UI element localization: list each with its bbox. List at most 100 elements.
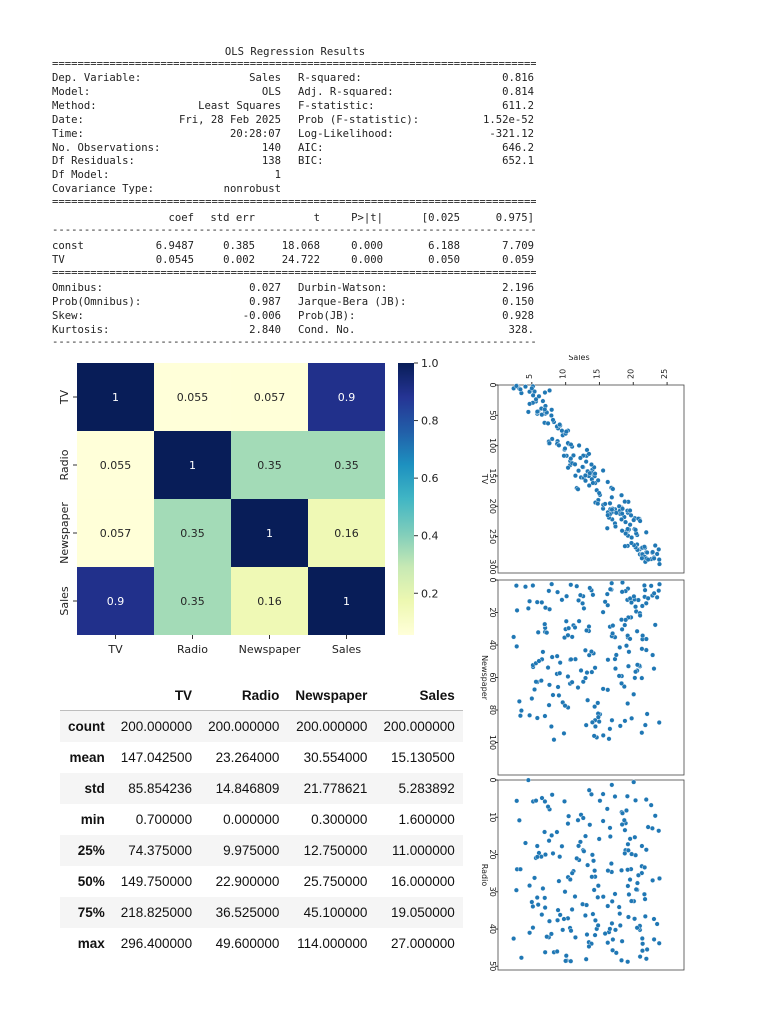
scatter-point <box>612 656 618 662</box>
scatter-point <box>585 862 591 868</box>
heatmap-cell <box>154 499 231 567</box>
ols-stat-value: 611.2 <box>502 99 534 112</box>
x-tick-label: Radio <box>177 643 208 656</box>
colorbar-tick-label: 0.2 <box>421 587 439 600</box>
ols-coef-header: coef <box>168 212 194 224</box>
describe-cell: 21.778621 <box>303 781 368 796</box>
scatter-point <box>590 911 596 917</box>
scatter-point <box>550 692 556 698</box>
describe-cell: 74.375000 <box>128 843 193 858</box>
ols-stat-label: Skew: <box>52 309 84 322</box>
scatter-point <box>609 494 615 500</box>
scatter-point <box>656 588 662 594</box>
describe-cell: 22.900000 <box>215 874 280 889</box>
scatter-point <box>561 730 567 736</box>
scatter-point <box>511 634 517 640</box>
ols-stat-label: AIC: <box>298 141 324 154</box>
scatter-point <box>562 703 568 709</box>
describe-col-header: Radio <box>200 680 288 711</box>
scatter-point <box>617 911 623 917</box>
scatter-point <box>592 471 598 477</box>
scatter-point <box>623 807 629 813</box>
scatter-point <box>525 605 531 611</box>
ols-stat-value: Sales <box>249 72 281 84</box>
ols-stat-value: 0.027 <box>249 282 281 294</box>
ols-stat-value: 20:28:07 <box>229 127 281 140</box>
scatter-point <box>513 887 519 893</box>
ols-coef-value: 0.059 <box>502 253 534 266</box>
scatter-point <box>613 950 619 956</box>
ols-stat-value: 138 <box>261 155 281 168</box>
ols-coef-value: 0.385 <box>223 240 255 252</box>
scatter-point <box>656 875 662 881</box>
scatter-point <box>605 868 611 874</box>
scatter-point <box>651 666 657 672</box>
scatter-point <box>576 618 582 624</box>
scatter-point <box>529 385 535 391</box>
heatmap-cell <box>154 567 231 635</box>
scatter-y-label: Newspaper <box>480 655 489 701</box>
scatter-point <box>605 687 611 693</box>
scatter-point <box>572 656 578 662</box>
heatmap-annotation: 0.35 <box>180 527 205 540</box>
scatter-y-tick-label: 100 <box>488 735 497 750</box>
scatter-point <box>572 934 578 940</box>
scatter-point <box>582 647 588 653</box>
scatter-point <box>642 896 648 902</box>
scatter-point <box>584 902 590 908</box>
heatmap-cell <box>308 499 385 567</box>
scatter-point <box>639 603 645 609</box>
scatter-point <box>569 679 575 685</box>
scatter-point <box>589 669 595 675</box>
scatter-point <box>527 930 533 936</box>
scatter-point <box>542 406 548 412</box>
scatter-point <box>600 468 606 474</box>
scatter-y-tick-label: 0 <box>488 777 497 782</box>
describe-cell: 296.400000 <box>120 936 193 951</box>
scatter-point <box>516 817 522 823</box>
scatter-point <box>577 455 583 461</box>
scatter-point <box>627 508 633 514</box>
scatter-point <box>605 940 611 946</box>
scatter-point <box>569 870 575 876</box>
scatter-point <box>554 948 560 954</box>
scatter-point <box>577 592 583 598</box>
scatter-point <box>548 724 554 730</box>
heatmap-cell <box>77 499 154 567</box>
table-row: count 200.000000 200.000000 200.000000 200.0… <box>60 710 463 742</box>
scatter-point <box>607 825 613 831</box>
describe-cell: 85.854236 <box>128 781 193 796</box>
scatter-point <box>582 472 588 478</box>
scatter-point <box>619 867 625 873</box>
scatter-point <box>609 580 615 586</box>
scatter-point <box>567 876 573 882</box>
scatter-point <box>575 486 581 492</box>
ols-coef-header: 0.975] <box>495 212 534 224</box>
scatter-point <box>656 546 662 552</box>
scatter-point <box>565 821 571 827</box>
scatter-point <box>631 691 637 697</box>
scatter-point <box>606 736 612 742</box>
scatter-point <box>625 526 631 532</box>
scatter-point <box>525 777 531 783</box>
scatter-y-tick-label: 20 <box>488 607 497 617</box>
scatter-point <box>556 442 562 448</box>
ols-stat-label: Adj. R-squared: <box>298 85 394 98</box>
ols-stat-value: Least Squares <box>198 99 281 112</box>
scatter-point <box>540 398 546 404</box>
scatter-point <box>604 806 610 812</box>
scatter-y-tick-label: 40 <box>488 924 497 934</box>
scatter-point <box>517 386 523 392</box>
ols-coef-value: 0.050 <box>428 253 460 266</box>
scatter-point <box>562 635 568 641</box>
scatter-point <box>556 692 562 698</box>
scatter-point <box>600 791 606 797</box>
scatter-point <box>642 913 648 919</box>
scatter-point <box>536 658 542 664</box>
scatter-point <box>572 894 578 900</box>
scatter-point <box>584 932 590 938</box>
scatter-x-tick-label: 15 <box>592 369 601 379</box>
ols-stat-value: 0.150 <box>502 295 534 308</box>
describe-cell: 49.600000 <box>215 936 280 951</box>
